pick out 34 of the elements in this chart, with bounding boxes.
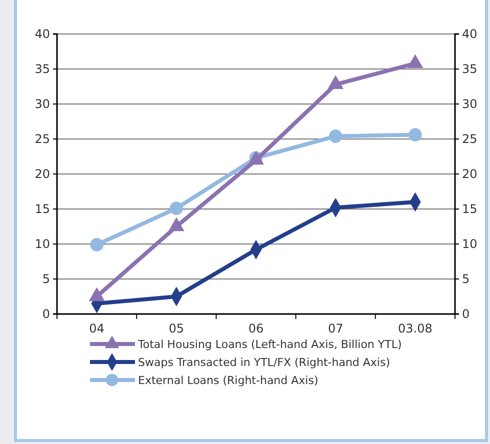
y-tick-label: 30 [34,96,50,111]
x-tick-label: 04 [89,322,104,336]
y2-tick-label: 25 [462,132,478,146]
x-tick-label: 03.08 [398,322,432,336]
y-tick-label: 25 [34,132,50,146]
point [328,75,344,89]
y-tick-label: 5 [42,272,50,286]
legend-label: External Loans (Right-hand Axis) [138,374,318,387]
y2-tick-label: 20 [462,166,478,181]
y2-tick-label: 30 [462,96,478,111]
x-tick-label: 07 [328,322,344,336]
point [328,130,342,143]
y2-tick-label: 0 [462,306,470,321]
y-tick-label: 35 [34,62,50,76]
y2-tick-label: 40 [462,26,478,41]
y-tick-label: 10 [34,236,50,251]
point [170,202,184,215]
y2-tick-label: 5 [462,272,470,286]
legend-label: Swaps Transacted in YTL/FX (Right-hand Axis) [138,356,390,369]
x-tick-label: 06 [248,322,264,336]
y2-tick-label: 10 [462,236,478,251]
x-tick-label: 05 [168,322,184,336]
point [168,217,184,232]
y-tick-label: 0 [42,306,50,321]
point [407,54,424,68]
point [408,128,422,142]
point [88,287,105,302]
point [90,238,104,252]
legend-label: Total Housing Loans (Left-hand Axis, Billion YTL) [137,338,402,351]
y-tick-label: 20 [34,166,50,181]
y2-tick-label: 35 [462,62,478,76]
y-tick-label: 40 [34,26,50,41]
y-tick-label: 15 [34,202,50,216]
y2-tick-label: 15 [462,202,478,216]
